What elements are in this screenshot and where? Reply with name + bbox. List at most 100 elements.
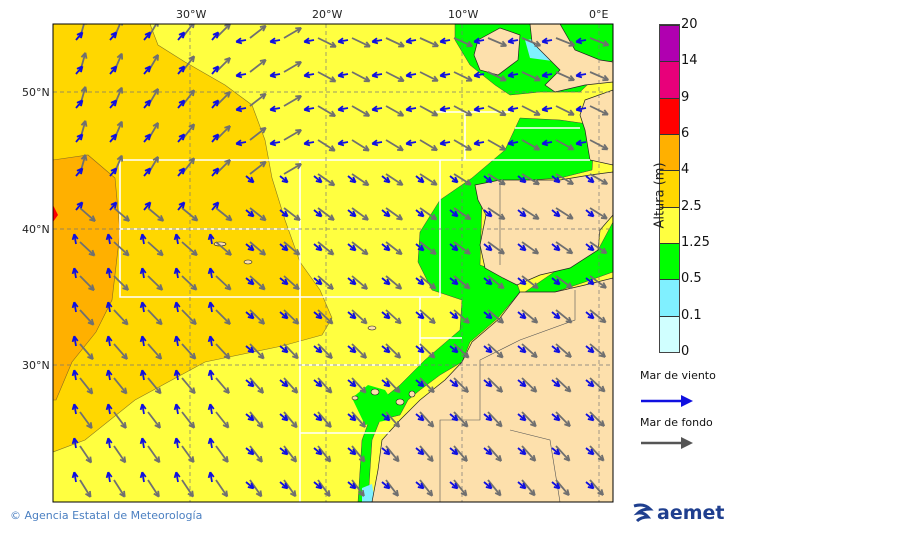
swell-arrow (249, 92, 267, 107)
swell-arrow (249, 343, 265, 360)
swell-arrow (589, 411, 606, 427)
swell-arrow (487, 377, 504, 393)
swell-arrow (487, 37, 508, 48)
swell-arrow (487, 411, 503, 428)
swell-arrow (181, 377, 196, 395)
swell-arrow (419, 241, 437, 255)
swell-arrow (181, 207, 199, 222)
wind-sea-arrow (211, 201, 220, 211)
wind-sea-arrow (71, 369, 79, 381)
wind-sea-arrow (245, 447, 255, 456)
map-frame (52, 23, 614, 503)
wind-sea-arrow (517, 447, 527, 456)
wind-sea-arrow (551, 481, 561, 490)
swell-arrow (453, 71, 473, 82)
swell-arrow (589, 71, 610, 82)
swell-arrow (351, 309, 368, 325)
wind-sea-arrow (109, 167, 118, 177)
wind-sea-arrow (143, 167, 152, 177)
wind-sea-arrow (105, 267, 113, 279)
swell-arrow (487, 173, 506, 186)
swell-arrow (113, 275, 130, 291)
wind-sea-arrow (585, 413, 595, 422)
wind-sea-arrow (551, 175, 561, 184)
wind-sea-arrow (517, 243, 527, 252)
wind-sea-arrow (71, 233, 79, 245)
wind-sea-arrow (207, 301, 215, 313)
swell-arrow (487, 71, 507, 82)
swell-arrow (215, 241, 232, 256)
copyright-text: © Agencia Estatal de Meteorología (10, 509, 203, 522)
wind-sea-arrow (303, 71, 315, 79)
swell-arrow (521, 275, 539, 290)
swell-arrow (147, 275, 164, 291)
wind-sea-arrow (449, 311, 459, 320)
color-scale-segment (660, 206, 679, 243)
swell-arrow (521, 139, 541, 151)
wind-sea-arrow (139, 437, 147, 449)
wind-sea-arrow (71, 267, 79, 279)
swell-arrow (351, 241, 369, 256)
wind-sea-arrow (405, 71, 417, 79)
color-scale-tick: 0 (681, 344, 690, 359)
swell-arrow (385, 207, 404, 221)
swell-arrow (555, 241, 574, 255)
wind-sea-arrow (415, 175, 425, 184)
wind-sea-arrow (177, 65, 186, 75)
swell-arrow (249, 241, 267, 256)
swell-arrow (317, 71, 337, 83)
swell-arrow (453, 207, 472, 221)
swell-arrow (453, 105, 473, 117)
wind-sea-arrow (173, 369, 181, 381)
wind-sea-arrow (235, 71, 247, 79)
color-scale-tick: 4 (681, 162, 690, 178)
wind-sea-arrow (449, 481, 459, 490)
color-scale-bar (659, 24, 680, 353)
swell-arrow (181, 445, 195, 464)
wind-sea-arrow (483, 277, 493, 286)
swell-arrow (113, 343, 128, 360)
swell-arrow (113, 445, 127, 464)
swell-arrow (317, 275, 334, 291)
wind-sea-arrow (313, 175, 323, 184)
swell-arrow (555, 37, 576, 47)
wind-sea-arrow (371, 139, 383, 147)
wind-sea-arrow (575, 37, 587, 45)
wind-sea-arrow (517, 345, 527, 354)
swell-arrow (521, 241, 540, 255)
wind-sea-arrow (71, 335, 79, 347)
swell-arrow (419, 479, 434, 497)
wind-sea-arrow (71, 437, 79, 449)
wind-sea-arrow (415, 277, 425, 286)
lat-label: 40°N (22, 223, 50, 236)
lon-label: 10°W (448, 8, 479, 21)
swell-arrow (521, 37, 542, 47)
swell-arrow (147, 411, 162, 429)
wind-sea-arrow (337, 37, 349, 45)
swell-arrow (351, 207, 369, 221)
wind-sea-arrow (75, 65, 84, 75)
wind-sea-arrow (439, 139, 451, 147)
swell-arrow (147, 479, 160, 498)
wind-sea-arrow (449, 447, 459, 456)
swell-arrow (317, 207, 335, 221)
swell-arrow (351, 173, 370, 187)
swell-arrow (79, 343, 94, 361)
wind-sea-arrow (279, 447, 289, 456)
swell-arrow (419, 377, 435, 394)
swell-arrow (521, 343, 538, 359)
swell-arrow (555, 105, 575, 116)
wind-sea-arrow (473, 139, 485, 147)
swell-arrow (453, 343, 470, 359)
wind-sea-arrow (173, 335, 181, 347)
wind-sea-arrow (381, 345, 391, 354)
wind-sea-arrow (235, 37, 247, 45)
wind-sea-arrow (381, 447, 391, 456)
swell-arrow (147, 207, 165, 222)
wind-sea-arrow (449, 379, 459, 388)
swell-arrow (79, 241, 96, 257)
swell-arrow (453, 309, 470, 324)
wind-sea-arrow (381, 311, 391, 320)
wind-sea-arrow (347, 175, 357, 184)
swell-arrow (283, 60, 302, 73)
